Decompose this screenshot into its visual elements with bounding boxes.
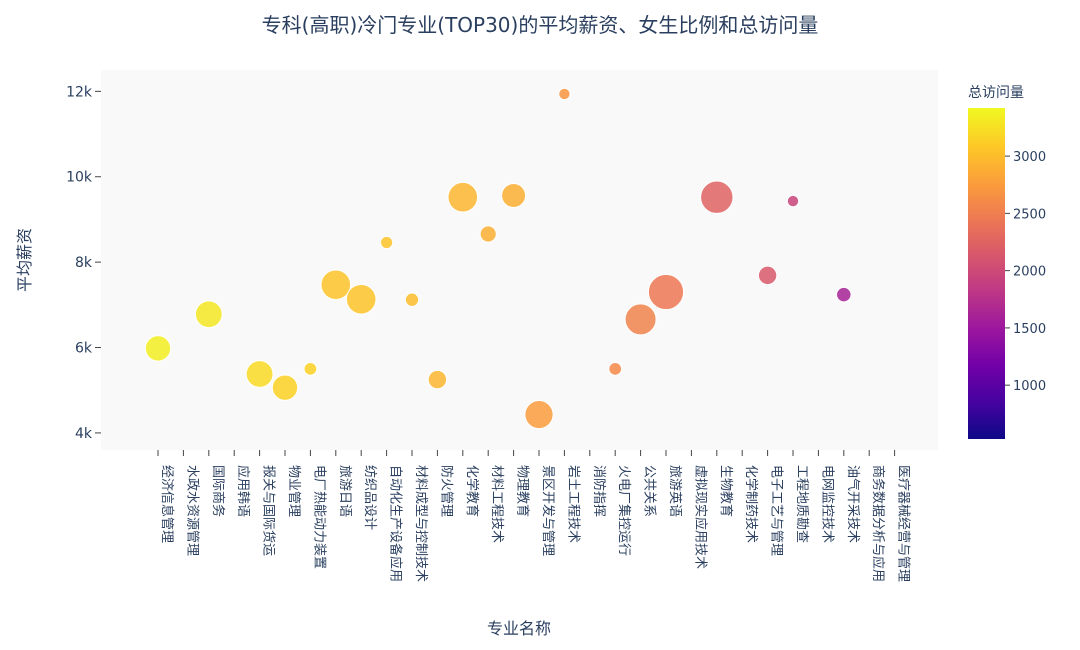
x-tick-label: 防火管理: [438, 465, 454, 517]
bubble-point: [144, 335, 172, 362]
x-axis: 经济信息管理 水政水资源管理 国际商务 应用韩语 报关与国际货运 物业管理 电厂热能动力装置…: [157, 450, 911, 582]
bubble-point: [271, 374, 299, 401]
y-axis: 4k 6k 8k 10k 12k: [66, 84, 101, 442]
x-tick-label: 水政水资源管理: [184, 465, 199, 556]
bubble-point: [757, 265, 778, 286]
colorbar-tick-label: 2000: [1013, 265, 1046, 280]
y-tick-label: 10k: [66, 170, 93, 186]
bubble-point: [608, 361, 623, 376]
colorbar-tick-label: 3000: [1013, 150, 1046, 165]
colorbar-title: 总访问量: [968, 85, 1024, 101]
x-tick-label: 物理教育: [515, 465, 531, 517]
chart-title: 专科(高职)冷门专业(TOP30)的平均薪资、女生比例和总访问量: [262, 13, 819, 37]
x-axis-title: 专业名称: [487, 619, 551, 638]
x-tick-label: 纺织品设计: [362, 465, 377, 530]
x-tick-label: 公共关系: [642, 465, 657, 517]
bubble-point: [524, 399, 554, 430]
x-tick-label: 医疗器械经营与管理: [896, 465, 911, 582]
bubble-point: [558, 87, 571, 101]
x-tick-label: 火电厂集控运行: [616, 465, 632, 556]
x-tick-label: 经济信息管理: [159, 465, 175, 543]
colorbar-tick-label: 2500: [1013, 207, 1046, 222]
x-tick-label: 商务数据分析与应用: [870, 465, 886, 582]
x-tick-label: 报关与国际货运: [261, 465, 277, 556]
x-tick-label: 电子工艺与管理: [769, 465, 784, 556]
x-tick-label: 应用韩语: [235, 465, 251, 517]
x-tick-label: 景区开发与管理: [540, 465, 556, 556]
colorbar-tick-label: 1000: [1013, 379, 1046, 394]
x-tick-label: 物业管理: [286, 465, 301, 517]
colorbar-tick-label: 1500: [1013, 322, 1046, 337]
bubble-point: [700, 180, 734, 214]
x-tick-label: 工程地质勘查: [794, 465, 809, 543]
bubble-point: [427, 369, 448, 390]
bubble-point: [836, 286, 852, 303]
y-axis-title: 平均薪资: [15, 228, 34, 292]
bubble-point: [320, 269, 352, 301]
colorbar-gradient: [968, 108, 1005, 439]
bubble-point: [479, 225, 497, 243]
x-tick-label: 虚拟现实应用技术: [692, 465, 708, 569]
y-tick-label: 4k: [75, 426, 93, 442]
bubble-point: [245, 360, 274, 388]
bubble-point: [303, 361, 318, 376]
x-tick-label: 岩土工程技术: [565, 465, 580, 543]
x-tick-label: 电厂热能动力装置: [311, 465, 326, 569]
y-tick-label: 12k: [66, 84, 93, 100]
y-tick-label: 8k: [75, 255, 93, 271]
x-tick-label: 国际商务: [210, 465, 226, 517]
x-tick-label: 材料成型与控制技术: [413, 465, 428, 582]
plot-area: [101, 70, 938, 450]
x-tick-label: 电网监控技术: [819, 465, 834, 543]
x-tick-label: 化学制药技术: [743, 465, 759, 543]
bubble-series: [144, 87, 852, 430]
bubble-point: [447, 181, 479, 213]
bubble-point: [786, 194, 800, 208]
bubble-point: [647, 273, 685, 311]
bubble-point: [379, 235, 394, 250]
x-tick-label: 材料工程技术: [489, 465, 504, 543]
x-tick-label: 油气开采技术: [845, 465, 861, 543]
bubble-point: [404, 292, 420, 307]
x-tick-label: 生物教育: [718, 465, 734, 517]
x-tick-label: 旅游日语: [337, 465, 352, 517]
y-tick-label: 6k: [75, 341, 93, 357]
x-tick-label: 消防指挥: [591, 465, 607, 517]
bubble-point: [624, 303, 657, 336]
bubble-point: [345, 283, 377, 315]
x-tick-label: 自动化生产设备应用: [388, 465, 404, 582]
x-tick-label: 旅游英语: [667, 465, 682, 517]
bubble-point: [194, 300, 223, 329]
bubble-point: [501, 183, 527, 209]
colorbar: 总访问量 1000 1500 2000 2500 3000: [968, 85, 1046, 439]
x-tick-label: 化学教育: [464, 465, 480, 517]
